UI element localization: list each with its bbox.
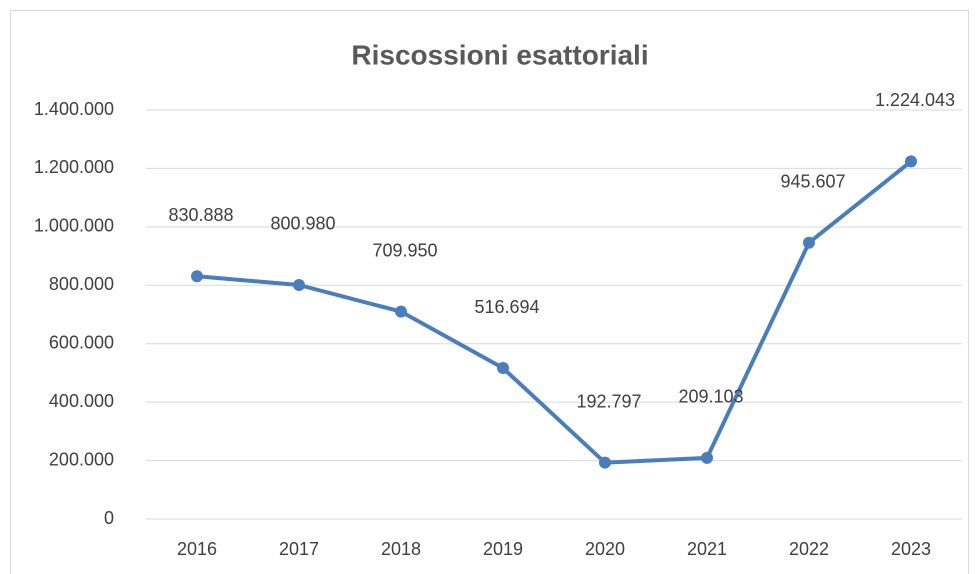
x-tick-label: 2023 xyxy=(891,539,931,559)
data-label: 709.950 xyxy=(372,240,437,260)
data-point xyxy=(803,236,815,249)
x-tick-label: 2021 xyxy=(687,539,727,559)
x-tick-label: 2022 xyxy=(789,539,829,559)
x-tick-label: 2020 xyxy=(585,539,625,559)
data-label: 945.607 xyxy=(780,171,845,191)
x-tick-label: 2017 xyxy=(279,539,319,559)
data-point xyxy=(599,456,611,469)
data-point xyxy=(905,155,917,168)
y-tick-label: 1.400.000 xyxy=(34,99,114,119)
data-label: 800.980 xyxy=(270,214,335,234)
data-label: 516.694 xyxy=(474,297,539,317)
chart-frame xyxy=(10,10,969,574)
y-tick-label: 200.000 xyxy=(49,449,114,469)
data-point xyxy=(395,305,407,318)
y-tick-label: 400.000 xyxy=(49,391,114,411)
y-tick-label: 600.000 xyxy=(49,332,114,352)
x-tick-label: 2016 xyxy=(177,539,217,559)
data-point xyxy=(191,270,203,283)
y-tick-label: 800.000 xyxy=(49,274,114,294)
data-point xyxy=(497,362,509,375)
data-line xyxy=(196,159,913,465)
y-tick-label: 1.200.000 xyxy=(34,157,114,177)
y-tick-label: 0 xyxy=(104,508,114,528)
data-point xyxy=(293,278,305,291)
data-point xyxy=(701,451,713,464)
y-tick-label: 1.000.000 xyxy=(34,216,114,236)
chart-title: Riscossioni esattoriali xyxy=(351,39,648,70)
x-tick-label: 2019 xyxy=(483,539,523,559)
data-label: 209.103 xyxy=(678,387,743,407)
data-label: 192.797 xyxy=(576,391,641,411)
data-label: 1.224.043 xyxy=(875,90,955,110)
data-label: 830.888 xyxy=(168,205,233,225)
x-tick-label: 2018 xyxy=(381,539,421,559)
